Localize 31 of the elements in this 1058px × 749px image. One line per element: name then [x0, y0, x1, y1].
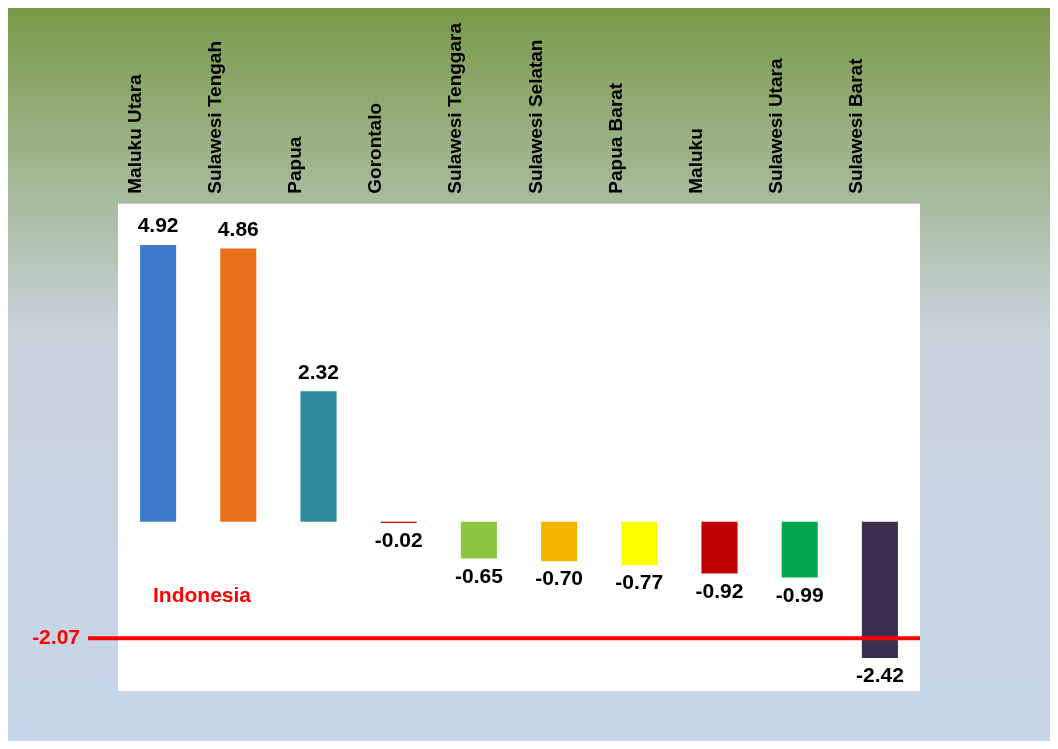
x-tick-label: Maluku	[684, 128, 706, 194]
data-label: -0.92	[695, 578, 744, 602]
data-label: 2.32	[298, 359, 339, 383]
data-label: -2.42	[855, 663, 904, 687]
x-tick-label: Gorontalo	[364, 102, 386, 194]
ref-line-label: Indonesia	[153, 582, 252, 606]
bar	[140, 245, 177, 522]
x-tick-label: Sulawesi Barat	[845, 57, 867, 194]
bar	[781, 521, 818, 578]
bar	[300, 391, 337, 522]
bar	[621, 521, 658, 566]
x-tick-label: Papua	[283, 136, 305, 194]
data-label: 4.86	[217, 216, 259, 240]
bar	[861, 521, 898, 658]
x-tick-label: Papua Barat	[604, 82, 626, 194]
bar	[541, 521, 578, 562]
bar	[220, 248, 257, 522]
data-label: -0.70	[535, 566, 584, 590]
data-label: -0.99	[775, 582, 824, 606]
x-tick-label: Sulawesi Utara	[765, 58, 787, 194]
x-tick-label: Sulawesi Tengah	[203, 40, 225, 194]
data-label: 4.92	[137, 213, 179, 237]
x-tick-label: Sulawesi Tenggara	[444, 22, 466, 194]
text: -2.07	[32, 625, 80, 649]
data-label: -0.77	[615, 570, 664, 594]
bar	[460, 521, 497, 559]
x-tick-label: Sulawesi Selatan	[524, 39, 546, 194]
data-label: -0.65	[454, 563, 504, 587]
data-label: -0.02	[374, 528, 423, 552]
bar	[701, 521, 738, 574]
x-tick-label: Maluku Utara	[123, 73, 145, 194]
